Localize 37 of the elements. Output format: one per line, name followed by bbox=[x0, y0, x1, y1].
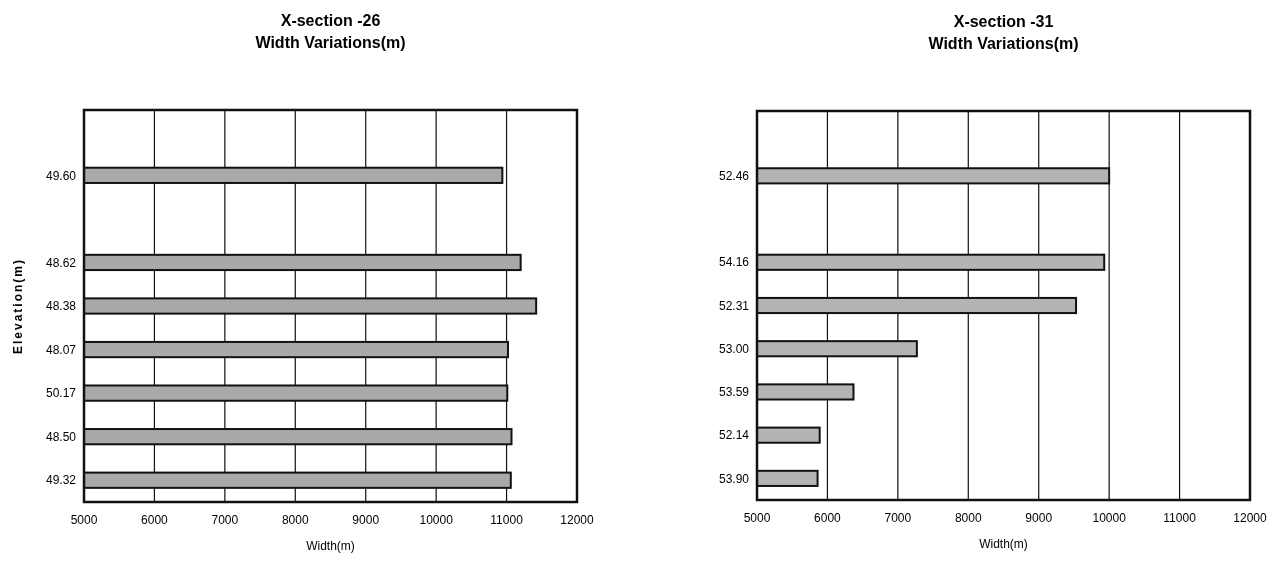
y-tick-label: 49.32 bbox=[45, 473, 77, 488]
chart-title: X-section -31 bbox=[953, 13, 1054, 30]
x-tick-label: 7000 bbox=[884, 511, 912, 525]
x-tick-label: 5000 bbox=[743, 511, 771, 525]
y-tick-label: 48.07 bbox=[45, 342, 77, 357]
x-tick-label: 8000 bbox=[281, 513, 309, 527]
y-tick-label: 52.46 bbox=[718, 169, 750, 184]
x-tick-label: 12000 bbox=[1233, 511, 1268, 525]
x-axis-title: Width(m) bbox=[306, 539, 355, 553]
x-tick-label: 10000 bbox=[419, 513, 454, 527]
x-tick-label: 10000 bbox=[1092, 511, 1127, 525]
x-tick-label: 8000 bbox=[954, 511, 982, 525]
y-tick-label: 48.38 bbox=[45, 299, 77, 314]
y-tick-label: 53.90 bbox=[718, 471, 750, 486]
y-tick-label: 50.17 bbox=[45, 386, 77, 401]
x-tick-label: 9000 bbox=[1025, 511, 1053, 525]
x-tick-label: 9000 bbox=[352, 513, 380, 527]
x-tick-label: 7000 bbox=[211, 513, 239, 527]
y-tick-label: 52.14 bbox=[718, 428, 750, 443]
y-axis-title: Elevation(m) bbox=[11, 257, 25, 355]
y-tick-label: 54.16 bbox=[718, 255, 750, 270]
y-tick-label: 49.60 bbox=[45, 168, 77, 183]
y-tick-label: 48.62 bbox=[45, 255, 77, 270]
x-tick-label: 12000 bbox=[560, 513, 595, 527]
x-tick-label: 11000 bbox=[1163, 511, 1197, 525]
chart-title: X-section -26 bbox=[280, 12, 381, 29]
y-tick-label: 48.50 bbox=[45, 429, 77, 444]
x-tick-label: 6000 bbox=[814, 511, 842, 525]
x-tick-label: 6000 bbox=[141, 513, 169, 527]
y-tick-label: 53.00 bbox=[718, 341, 750, 356]
chart-subtitle: Width Variations(m) bbox=[255, 34, 406, 51]
x-tick-label: 5000 bbox=[70, 513, 98, 527]
y-tick-label: 53.59 bbox=[718, 385, 750, 400]
y-tick-label: 52.31 bbox=[718, 298, 750, 313]
chart-subtitle: Width Variations(m) bbox=[928, 35, 1079, 52]
x-tick-label: 11000 bbox=[490, 513, 524, 527]
x-axis-title: Width(m) bbox=[979, 537, 1028, 551]
